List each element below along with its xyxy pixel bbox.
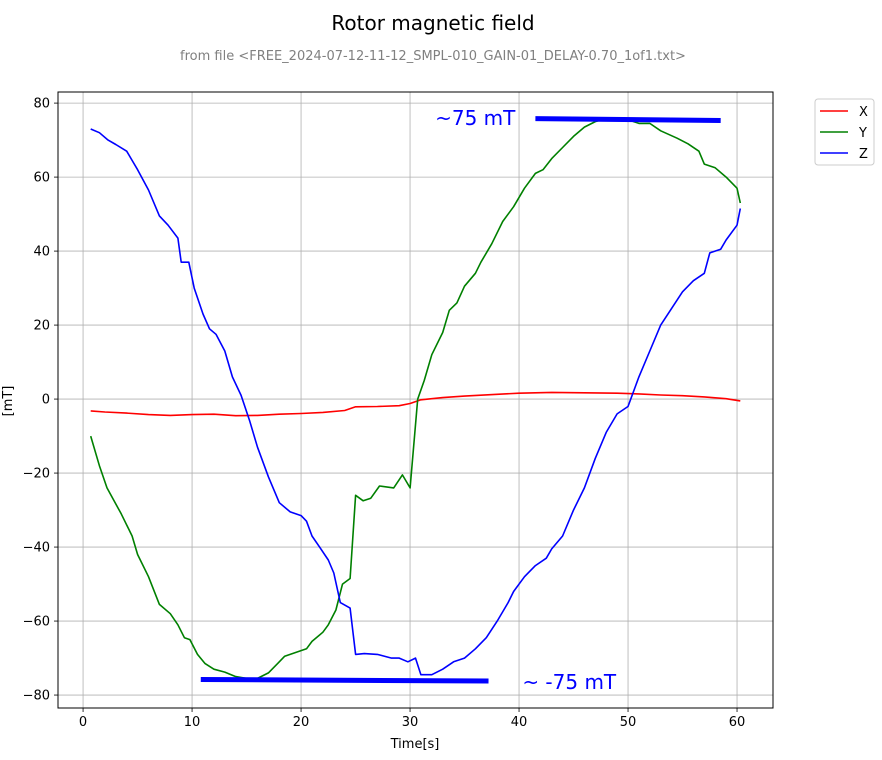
y-tick-label: 40 <box>33 245 50 260</box>
annotation-1: ~75 mT <box>435 106 516 130</box>
series-z-line <box>90 128 742 676</box>
y-tick-label: −20 <box>23 467 50 482</box>
annotations: ~75 mT ~ -75 mT <box>435 106 617 694</box>
series-layer <box>89 117 742 680</box>
y-tick-label: 60 <box>33 171 50 186</box>
legend: XYZ <box>814 98 875 166</box>
reference-line-2 <box>200 677 489 684</box>
y-tick-label: −60 <box>23 615 50 630</box>
y-tick-label: 0 <box>42 393 50 408</box>
y-tick-label: 80 <box>33 97 50 112</box>
reference-line-1 <box>535 116 721 123</box>
legend-label-z: Z <box>859 147 868 162</box>
ticks: 0 10 20 30 40 50 60 −80 −60 −40 −20 0 20 40 60 80 <box>23 97 746 730</box>
chart-subtitle: from file <FREE_2024-07-12-11-12_SMPL-01… <box>180 49 686 64</box>
y-tick-label: −80 <box>23 689 50 704</box>
series-y-line <box>89 117 742 680</box>
x-tick-label: 10 <box>184 715 201 730</box>
reference-lines <box>200 116 721 684</box>
x-tick-label: 20 <box>293 715 310 730</box>
x-axis-label: Time[s] <box>390 737 440 752</box>
annotation-2: ~ -75 mT <box>522 670 617 694</box>
y-axis-label: [mT] <box>1 386 16 417</box>
x-tick-label: 50 <box>620 715 637 730</box>
x-tick-label: 30 <box>402 715 419 730</box>
legend-label-x: X <box>859 105 868 120</box>
legend-label-y: Y <box>858 126 867 141</box>
y-tick-label: 20 <box>33 319 50 334</box>
plot-frame <box>57 91 774 709</box>
series-x-line <box>90 391 741 417</box>
x-tick-label: 0 <box>79 715 87 730</box>
chart-title: Rotor magnetic field <box>331 11 534 35</box>
x-tick-label: 60 <box>729 715 746 730</box>
grid <box>58 92 773 708</box>
y-tick-label: −40 <box>23 541 50 556</box>
x-tick-label: 40 <box>511 715 528 730</box>
